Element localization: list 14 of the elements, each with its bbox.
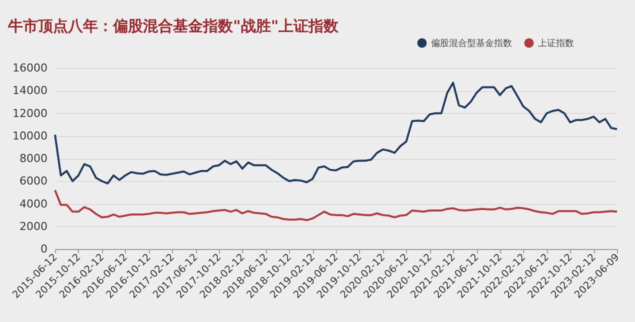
y-tick-label: 16000 [12,62,48,74]
y-tick-label: 14000 [12,84,48,98]
line-series [54,189,618,222]
y-tick-label: 0 [40,242,48,256]
legend-label: 上证指数 [538,38,574,49]
y-tick-label: 8000 [20,152,48,165]
y-tick-label: 2000 [20,220,48,233]
y-tick-label: 12000 [12,106,48,120]
y-tick-label: 6000 [20,174,48,188]
y-tick-label: 10000 [12,129,48,142]
y-tick-label: 4000 [20,197,48,210]
line-series [54,82,618,184]
chart-title: 牛市顶点八年：偏股混合基金指数"战胜"上证指数 [7,17,340,35]
legend-label: 偏股混合型基金指数 [431,38,512,49]
